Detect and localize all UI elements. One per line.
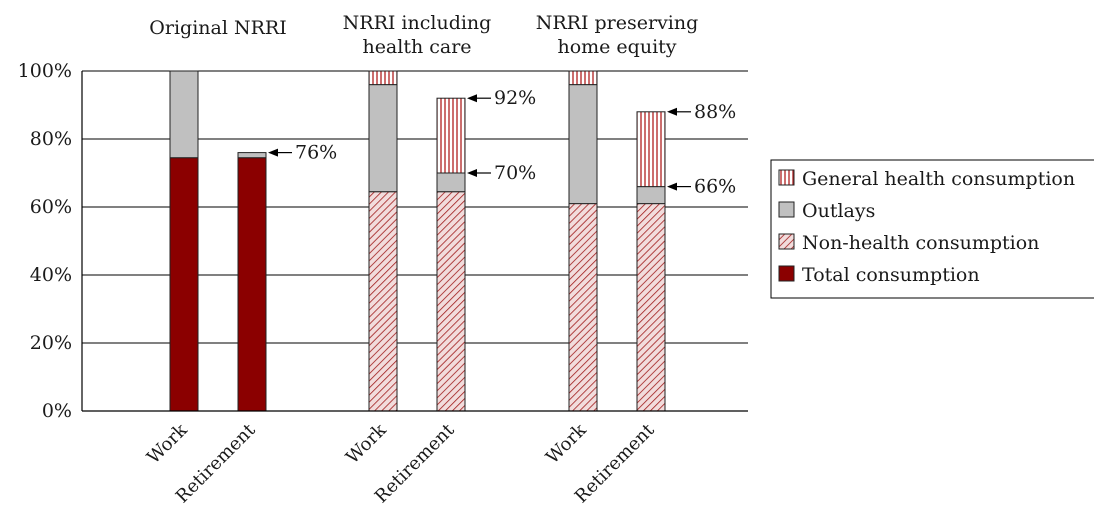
arrow-head [667, 107, 677, 116]
annotations: 76% 92% 70% 88% 66% [268, 87, 736, 198]
arrow-head [268, 148, 278, 157]
bar-segment [568, 70, 598, 86]
annotation-arrow [667, 107, 691, 116]
bar-segment [169, 70, 199, 159]
bar-segment [568, 84, 598, 205]
bar-segment [636, 186, 666, 205]
annotation-arrow [667, 182, 691, 191]
legend-swatch [778, 265, 795, 282]
y-tick-label: 40% [30, 264, 72, 286]
arrow-head [667, 182, 677, 191]
annotation-label: 88% [694, 101, 736, 123]
legend-swatch [778, 233, 795, 250]
bar-segment [368, 84, 398, 193]
arrow-head [467, 94, 477, 103]
annotation-arrow [467, 94, 491, 103]
legend-label: General health consumption [802, 168, 1075, 190]
annotation-label: 66% [694, 176, 736, 198]
bar-segment [436, 172, 466, 193]
group-title: NRRI including health care [343, 12, 492, 58]
bar-segment [368, 191, 398, 412]
bar-segment [636, 111, 666, 188]
bar-segment [636, 203, 666, 412]
y-tick-label: 0% [42, 400, 72, 422]
annotation-arrow [467, 169, 491, 177]
legend-label: Non-health consumption [802, 232, 1039, 254]
group-title: NRRI preserving home equity [536, 12, 699, 58]
legend-label: Total consumption [802, 264, 980, 286]
annotation-label: 70% [494, 162, 536, 184]
legend-box [770, 159, 1094, 299]
legend-swatch [778, 201, 795, 218]
bar-segment [368, 70, 398, 86]
annotation-label: 92% [494, 87, 536, 109]
y-tick-label: 20% [30, 332, 72, 354]
bar-segment [237, 152, 267, 159]
y-tick-label: 100% [18, 60, 72, 82]
annotation-arrow [268, 148, 292, 157]
x-category-label: Work [542, 419, 591, 468]
bar-segment [169, 157, 199, 412]
legend-swatch [778, 169, 795, 186]
legend-label: Outlays [802, 200, 875, 222]
bar-segment [436, 97, 466, 174]
bar-segment [436, 191, 466, 412]
bar-segment [237, 157, 267, 412]
bar-segment [568, 203, 598, 412]
arrow-head [467, 169, 477, 177]
y-tick-label: 60% [30, 196, 72, 218]
bars [169, 70, 666, 412]
legend: General health consumption Outlays Non-hea… [770, 159, 1094, 299]
axes [81, 71, 748, 412]
group-title: Original NRRI [149, 17, 286, 39]
annotation-label: 76% [295, 142, 337, 164]
x-category-label: Work [143, 419, 192, 468]
x-category-label: Work [342, 419, 391, 468]
y-tick-label: 80% [30, 128, 72, 150]
